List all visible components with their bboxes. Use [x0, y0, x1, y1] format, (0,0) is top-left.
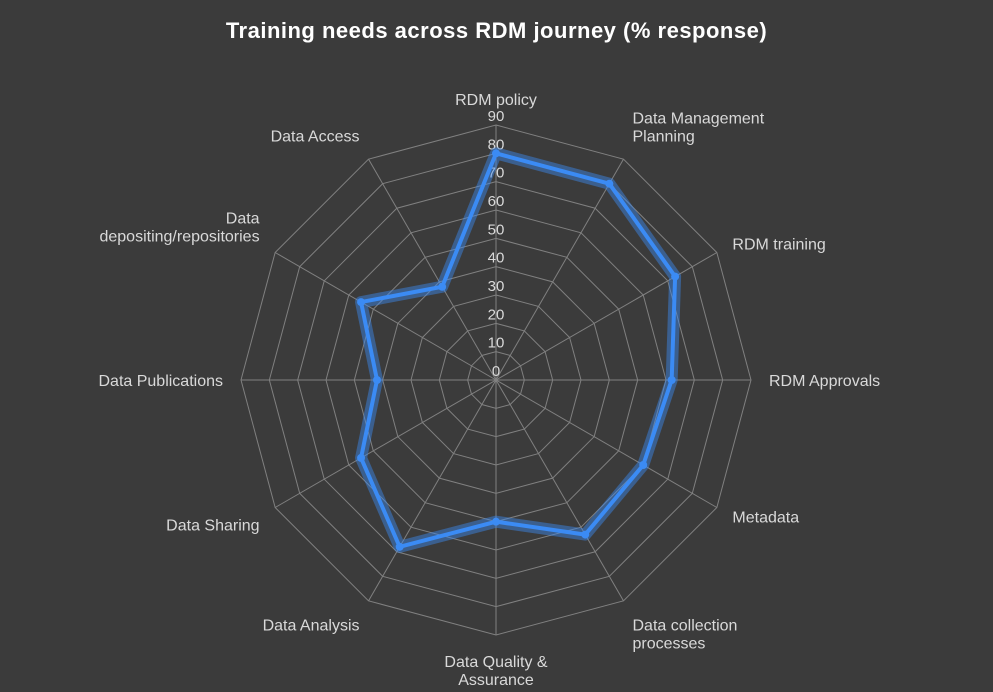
category-label: Data Access [271, 129, 360, 146]
category-label: Datadepositing/repositories [99, 211, 259, 246]
grid-spoke [275, 253, 496, 381]
axis-tick-label: 60 [488, 193, 505, 210]
series-marker [639, 461, 647, 469]
axis-tick-label: 10 [488, 335, 505, 352]
radar-chart: 0102030405060708090RDM policyData Manage… [0, 0, 993, 692]
category-label: Data Analysis [263, 617, 360, 634]
radar-chart-container: Training needs across RDM journey (% res… [0, 0, 993, 692]
axis-tick-label: 50 [488, 221, 505, 238]
category-label: RDM training [732, 237, 825, 254]
category-label: Data collectionprocesses [633, 617, 738, 652]
axis-tick-label: 90 [488, 108, 505, 125]
grid-spoke [496, 380, 717, 508]
axis-tick-label: 40 [488, 250, 505, 267]
series-marker [396, 543, 404, 551]
axis-tick-label: 0 [492, 363, 500, 380]
series-marker [373, 376, 381, 384]
axis-tick-label: 30 [488, 278, 505, 295]
series-marker [605, 180, 613, 188]
grid-spoke [369, 380, 497, 601]
series-marker [492, 149, 500, 157]
category-label: RDM Approvals [769, 373, 880, 390]
series-marker [668, 376, 676, 384]
category-label: Data Sharing [166, 518, 259, 535]
series-marker [438, 283, 446, 291]
series-marker [357, 298, 365, 306]
category-label: Data ManagementPlanning [633, 111, 765, 146]
axis-tick-label: 20 [488, 306, 505, 323]
series-marker [581, 531, 589, 539]
grid-spoke [496, 380, 624, 601]
series-marker [492, 518, 500, 526]
category-label: Data Publications [98, 373, 223, 390]
category-label: Data Quality &Assurance [444, 654, 547, 689]
series-marker [357, 454, 365, 462]
grid-spoke [275, 380, 496, 508]
category-label: RDM policy [455, 92, 537, 109]
category-label: Metadata [732, 510, 799, 527]
grid-spoke [496, 159, 624, 380]
grid-spoke [496, 253, 717, 381]
series-marker [671, 273, 679, 281]
